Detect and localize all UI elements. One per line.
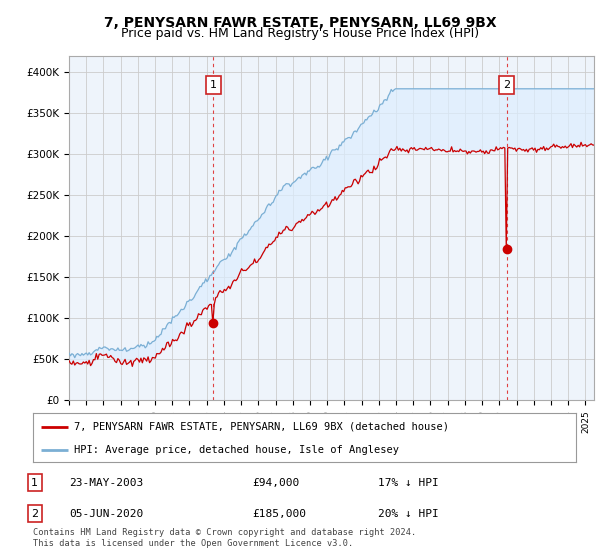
Text: 05-JUN-2020: 05-JUN-2020: [69, 508, 143, 519]
Text: 23-MAY-2003: 23-MAY-2003: [69, 478, 143, 488]
Text: £185,000: £185,000: [252, 508, 306, 519]
Text: 17% ↓ HPI: 17% ↓ HPI: [378, 478, 439, 488]
Text: HPI: Average price, detached house, Isle of Anglesey: HPI: Average price, detached house, Isle…: [74, 445, 399, 455]
Text: 2: 2: [31, 508, 38, 519]
Text: Price paid vs. HM Land Registry's House Price Index (HPI): Price paid vs. HM Land Registry's House …: [121, 27, 479, 40]
Text: 7, PENYSARN FAWR ESTATE, PENYSARN, LL69 9BX (detached house): 7, PENYSARN FAWR ESTATE, PENYSARN, LL69 …: [74, 422, 449, 432]
Text: 7, PENYSARN FAWR ESTATE, PENYSARN, LL69 9BX: 7, PENYSARN FAWR ESTATE, PENYSARN, LL69 …: [104, 16, 496, 30]
Text: 1: 1: [31, 478, 38, 488]
Text: 1: 1: [210, 80, 217, 90]
Text: £94,000: £94,000: [252, 478, 299, 488]
Text: Contains HM Land Registry data © Crown copyright and database right 2024.
This d: Contains HM Land Registry data © Crown c…: [33, 528, 416, 548]
Text: 20% ↓ HPI: 20% ↓ HPI: [378, 508, 439, 519]
Text: 2: 2: [503, 80, 510, 90]
